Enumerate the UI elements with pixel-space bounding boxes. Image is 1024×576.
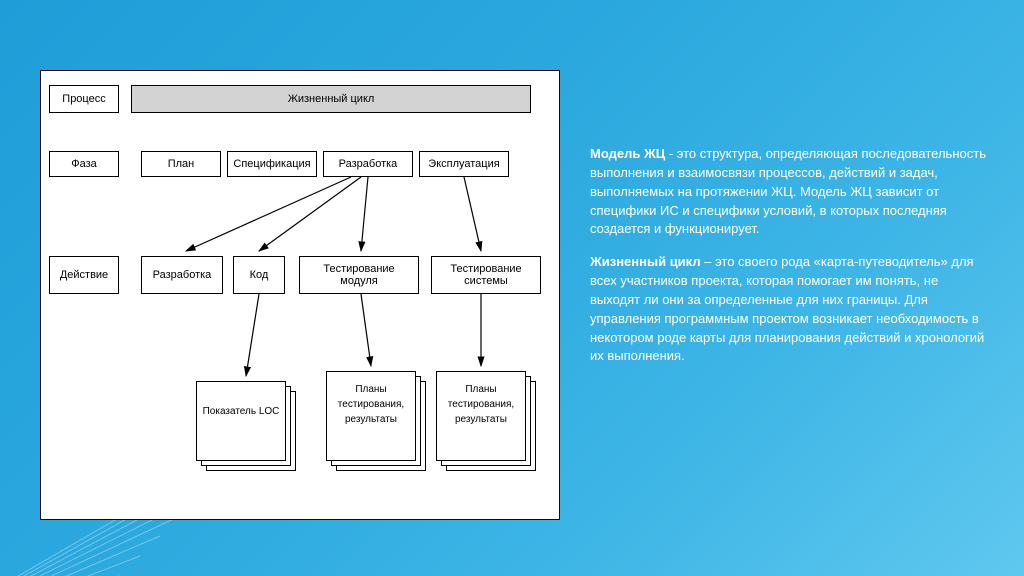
label-phase: Фаза [49, 151, 119, 177]
label-process: Процесс [49, 85, 119, 113]
phase-oper: Эксплуатация [419, 151, 509, 177]
phase-plan: План [141, 151, 221, 177]
lifecycle-diagram: Процесс Фаза Действие Жизненный цикл Пла… [40, 70, 560, 520]
action-test-module: Тестирование модуля [299, 256, 419, 294]
action-code: Код [233, 256, 285, 294]
action-test-system: Тестирование системы [431, 256, 541, 294]
phase-dev: Разработка [323, 151, 413, 177]
p2-bold: Жизненный цикл [590, 254, 701, 269]
process-bar: Жизненный цикл [131, 85, 531, 113]
doc-test2: Планы тестирования, результаты [436, 371, 526, 461]
description-text: Модель ЖЦ - это структура, определяющая … [590, 145, 990, 380]
p2-rest: – это своего рода «карта-путеводитель» д… [590, 254, 984, 363]
phase-spec: Спецификация [227, 151, 317, 177]
p1-bold: Модель ЖЦ [590, 146, 665, 161]
label-action: Действие [49, 256, 119, 294]
doc-loc: Показатель LOC [196, 381, 286, 461]
doc-test1: Планы тестирования, результаты [326, 371, 416, 461]
action-dev: Разработка [141, 256, 223, 294]
